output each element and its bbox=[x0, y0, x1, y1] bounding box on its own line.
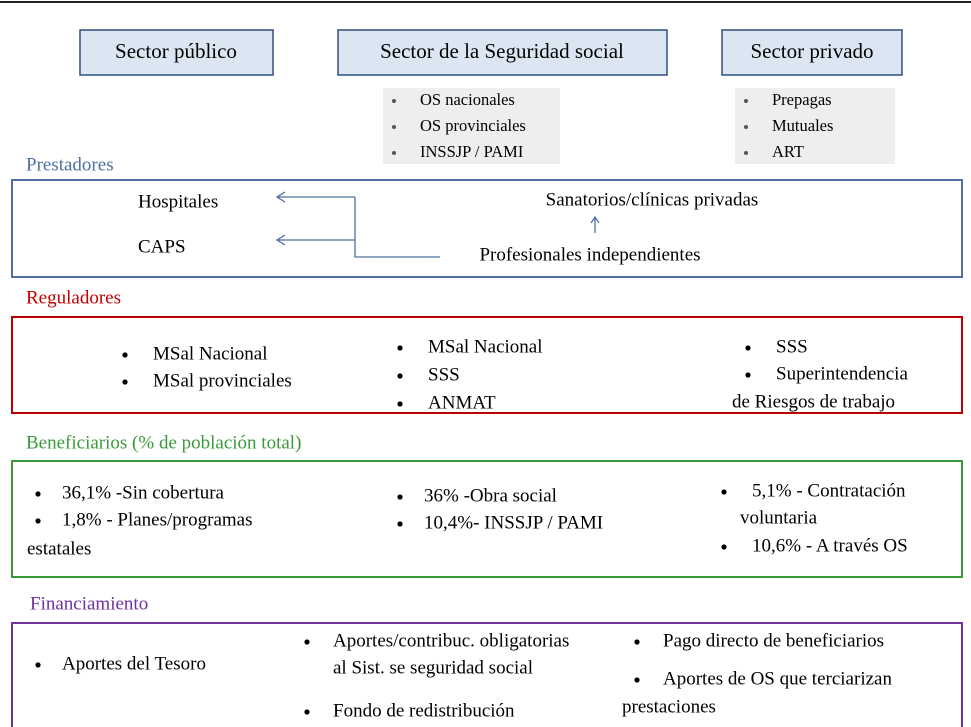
item-line: Superintendencia bbox=[776, 363, 908, 384]
item-line: Aportes/contribuc. obligatorias bbox=[333, 630, 569, 651]
item-line: prestaciones bbox=[622, 696, 716, 717]
item-line: de Riesgos de trabajo bbox=[732, 391, 895, 412]
bullet bbox=[392, 151, 396, 155]
item-line: Fondo de redistribución bbox=[333, 700, 515, 721]
sector-box bbox=[79, 29, 274, 76]
member: Mutuales bbox=[772, 116, 833, 135]
sector-box bbox=[721, 29, 903, 76]
provider: Sanatorios/clínicas privadas bbox=[546, 189, 759, 210]
item-line: SSS bbox=[776, 336, 808, 357]
member: Prepagas bbox=[772, 90, 832, 109]
sector-title: Sector privado bbox=[750, 39, 873, 63]
item-line: Aportes de OS que terciarizan bbox=[663, 668, 892, 689]
bullet bbox=[122, 379, 128, 385]
item-line: MSal provinciales bbox=[153, 370, 292, 391]
item-line: MSal Nacional bbox=[153, 343, 268, 364]
item-line: ANMAT bbox=[428, 392, 496, 413]
bullet bbox=[304, 709, 310, 715]
bullet bbox=[35, 491, 41, 497]
section-box bbox=[11, 316, 963, 414]
bullet bbox=[397, 521, 403, 527]
item-line: voluntaria bbox=[740, 507, 818, 528]
bullet bbox=[744, 125, 748, 129]
bullet bbox=[397, 373, 403, 379]
bullet bbox=[35, 662, 41, 668]
section-label: Reguladores bbox=[26, 287, 121, 308]
bullet bbox=[745, 372, 751, 378]
section-label: Prestadores bbox=[26, 154, 114, 175]
item-line: estatales bbox=[27, 538, 91, 559]
arrows bbox=[275, 191, 600, 258]
provider: Hospitales bbox=[138, 191, 218, 212]
item-line: Pago directo de beneficiarios bbox=[663, 630, 884, 651]
bullet bbox=[721, 489, 727, 495]
member: INSSJP / PAMI bbox=[420, 142, 523, 161]
bullet bbox=[397, 401, 403, 407]
bullet bbox=[634, 677, 640, 683]
bullet bbox=[304, 639, 310, 645]
item-line: 10,4%- INSSJP / PAMI bbox=[424, 512, 603, 533]
bullet bbox=[744, 99, 748, 103]
item-line: MSal Nacional bbox=[428, 336, 543, 357]
sector-title: Sector de la Seguridad social bbox=[380, 39, 624, 63]
member-list-bg bbox=[383, 88, 560, 164]
member-list-bg bbox=[735, 88, 895, 164]
bullet bbox=[392, 99, 396, 103]
section-label: Financiamiento bbox=[30, 593, 148, 614]
item-line: 10,6% - A través OS bbox=[752, 535, 908, 556]
bullet bbox=[744, 151, 748, 155]
item-line: 1,8% - Planes/programas bbox=[62, 509, 252, 530]
section-box bbox=[11, 179, 963, 278]
item-line: Aportes del Tesoro bbox=[62, 653, 206, 674]
item-line: 36,1% -Sin cobertura bbox=[62, 482, 225, 503]
section-box bbox=[11, 460, 963, 578]
item-line: al Sist. se seguridad social bbox=[333, 657, 533, 678]
bullet bbox=[634, 639, 640, 645]
section-label: Beneficiarios (% de población total) bbox=[26, 432, 301, 453]
member: OS nacionales bbox=[420, 90, 515, 109]
member: OS provinciales bbox=[420, 116, 526, 135]
section-box bbox=[11, 622, 963, 727]
item-line: SSS bbox=[428, 364, 460, 385]
item-line: 5,1% - Contratación bbox=[752, 480, 906, 501]
bullet bbox=[397, 494, 403, 500]
sector-title: Sector público bbox=[115, 39, 237, 63]
bullet bbox=[122, 352, 128, 358]
bullet bbox=[35, 518, 41, 524]
bullet bbox=[745, 345, 751, 351]
sector-box bbox=[337, 29, 668, 76]
member: ART bbox=[772, 142, 804, 161]
bullet bbox=[397, 345, 403, 351]
bullet bbox=[721, 544, 727, 550]
item-line: 36% -Obra social bbox=[424, 485, 557, 506]
provider: CAPS bbox=[138, 236, 186, 257]
bullet bbox=[392, 125, 396, 129]
provider: Profesionales independientes bbox=[479, 244, 700, 265]
